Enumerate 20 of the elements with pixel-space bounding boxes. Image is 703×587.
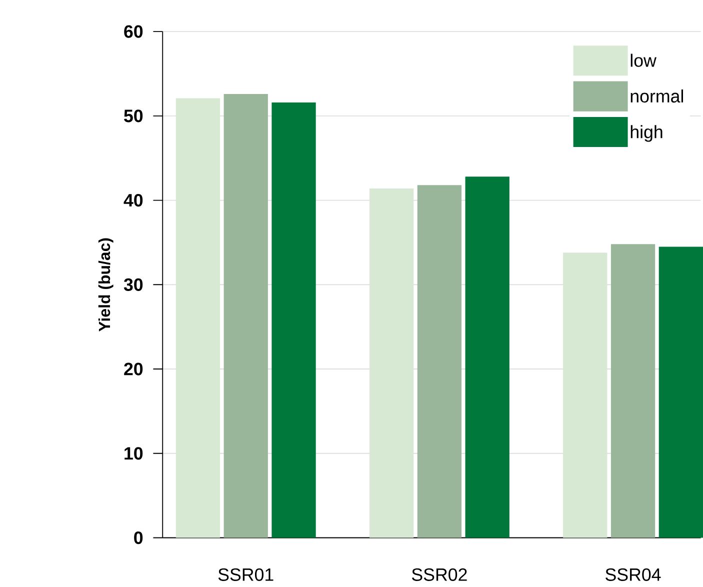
bar <box>417 185 462 538</box>
y-tick-label: 50 <box>124 110 143 122</box>
y-tick-label: 20 <box>124 362 143 376</box>
bar <box>224 94 268 538</box>
bar <box>610 244 656 538</box>
legend-label: normal <box>630 90 683 103</box>
y-tick-label: 0 <box>134 532 143 544</box>
bar <box>658 246 703 538</box>
y-axis-title: Yield (bu/ac) <box>98 238 114 332</box>
bar <box>465 176 510 538</box>
y-tick-label: 60 <box>124 25 143 38</box>
x-tick-label: SSR04 <box>606 568 661 582</box>
x-tick-label: SSR02 <box>412 568 467 582</box>
legend-label: high <box>630 125 662 142</box>
y-tick-label: 40 <box>124 194 143 207</box>
y-tick-label: 10 <box>124 447 143 460</box>
bar <box>272 102 316 538</box>
y-tick-label: 30 <box>124 278 143 292</box>
legend-label: low <box>630 54 656 67</box>
x-tick-label: SSR01 <box>218 568 274 582</box>
